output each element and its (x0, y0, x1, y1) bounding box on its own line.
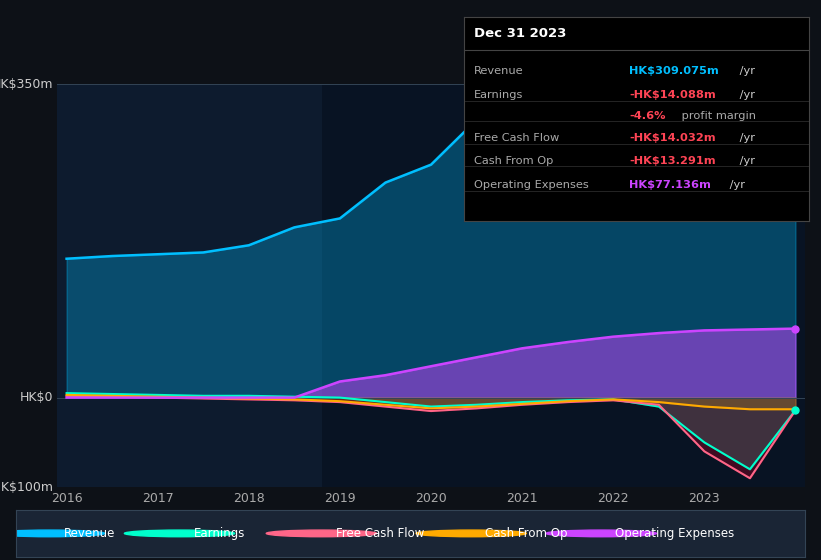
Text: -HK$14.032m: -HK$14.032m (630, 133, 716, 143)
Text: HK$350m: HK$350m (0, 77, 53, 91)
Text: -HK$13.291m: -HK$13.291m (630, 156, 716, 166)
Text: Operating Expenses: Operating Expenses (616, 527, 735, 540)
Text: /yr: /yr (736, 133, 754, 143)
Text: Earnings: Earnings (475, 90, 524, 100)
Text: -HK$100m: -HK$100m (0, 480, 53, 494)
Text: /yr: /yr (736, 90, 754, 100)
Text: Cash From Op: Cash From Op (485, 527, 568, 540)
Circle shape (266, 530, 377, 536)
Text: Free Cash Flow: Free Cash Flow (336, 527, 424, 540)
Point (789, 324, 802, 333)
Text: HK$0: HK$0 (21, 391, 53, 404)
Text: Revenue: Revenue (475, 66, 524, 76)
Text: Revenue: Revenue (64, 527, 115, 540)
Text: HK$309.075m: HK$309.075m (630, 66, 719, 76)
Circle shape (125, 530, 235, 536)
Text: profit margin: profit margin (677, 111, 755, 121)
Text: Operating Expenses: Operating Expenses (475, 180, 589, 190)
Text: /yr: /yr (736, 66, 754, 76)
Text: HK$77.136m: HK$77.136m (630, 180, 711, 190)
Text: Free Cash Flow: Free Cash Flow (475, 133, 559, 143)
Point (789, 405, 802, 414)
Text: /yr: /yr (736, 156, 754, 166)
Point (789, 116, 802, 125)
Circle shape (546, 530, 657, 536)
Circle shape (416, 530, 526, 536)
Circle shape (0, 530, 105, 536)
Text: -4.6%: -4.6% (630, 111, 666, 121)
Text: Cash From Op: Cash From Op (475, 156, 553, 166)
Text: -HK$14.088m: -HK$14.088m (630, 90, 716, 100)
Bar (322, 84, 821, 487)
Text: /yr: /yr (726, 180, 745, 190)
Text: Earnings: Earnings (194, 527, 245, 540)
Text: Dec 31 2023: Dec 31 2023 (475, 27, 566, 40)
